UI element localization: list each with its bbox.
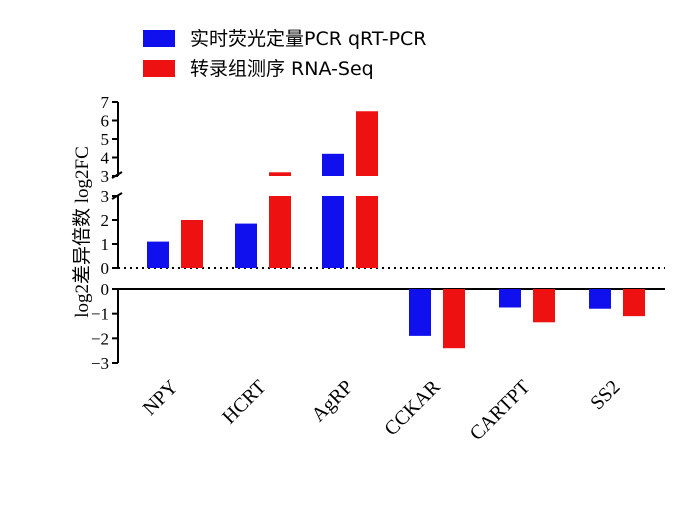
x-category-label-ss2: SS2 — [586, 376, 624, 414]
y-tick-top-3-label: 3 — [101, 167, 110, 186]
legend: 实时荧光定量PCR qRT-PCR 转录组测序 RNA-Seq — [143, 28, 427, 80]
bars — [147, 111, 645, 349]
legend-label-1: 实时荧光定量PCR qRT-PCR — [190, 28, 427, 50]
x-category-label-cartpt: CARTPT — [466, 376, 535, 445]
legend-label-2: 转录组测序 RNA-Seq — [190, 58, 374, 80]
y-tick-top-7-label: 7 — [101, 93, 110, 112]
bar-hcrt-rna-seq — [269, 196, 291, 268]
y-tick-bottom-neg3-label: −3 — [91, 354, 109, 373]
bar-agrp-qrt-pcr — [322, 196, 344, 268]
x-category-label-agrp: AgRP — [307, 376, 357, 426]
legend-swatch-1 — [143, 30, 175, 47]
bar-cartpt-rna-seq — [533, 289, 555, 323]
y-tick-mid-0-label: 0 — [101, 259, 110, 278]
bar-ss2-qrt-pcr — [589, 289, 611, 309]
y-tick-top-4-label: 4 — [101, 149, 110, 168]
legend-swatch-2 — [143, 60, 175, 77]
y-tick-mid-1-label: 1 — [101, 235, 110, 254]
y-tick-bottom-neg1-label: −1 — [91, 305, 109, 324]
bar-cckar-qrt-pcr — [409, 289, 431, 336]
bar-npy-rna-seq — [181, 220, 203, 268]
x-category-label-npy: NPY — [139, 376, 183, 420]
bar-hcrt-rna-seq-upper — [269, 172, 291, 176]
bar-ss2-rna-seq — [623, 289, 645, 317]
y-tick-mid-3-label: 3 — [101, 187, 110, 206]
bar-npy-qrt-pcr — [147, 241, 169, 268]
y-axis-label: log2差异倍数 log2FC — [71, 146, 93, 318]
x-category-label-cckar: CCKAR — [380, 376, 445, 441]
bar-agrp-qrt-pcr-upper — [322, 153, 344, 176]
y-tick-top-5-label: 5 — [101, 130, 110, 149]
bar-agrp-rna-seq — [356, 196, 378, 268]
axes — [111, 101, 665, 364]
y-tick-bottom-0-label: 0 — [101, 280, 110, 299]
bar-hcrt-qrt-pcr — [235, 223, 257, 268]
y-tick-bottom-neg2-label: −2 — [91, 329, 109, 348]
bar-agrp-rna-seq-upper — [356, 111, 378, 176]
y-tick-top-6-label: 6 — [101, 112, 110, 131]
bar-cartpt-qrt-pcr — [499, 289, 521, 308]
bar-cckar-rna-seq — [443, 289, 465, 349]
y-tick-mid-2-label: 2 — [101, 211, 110, 230]
x-category-label-hcrt: HCRT — [218, 376, 270, 428]
